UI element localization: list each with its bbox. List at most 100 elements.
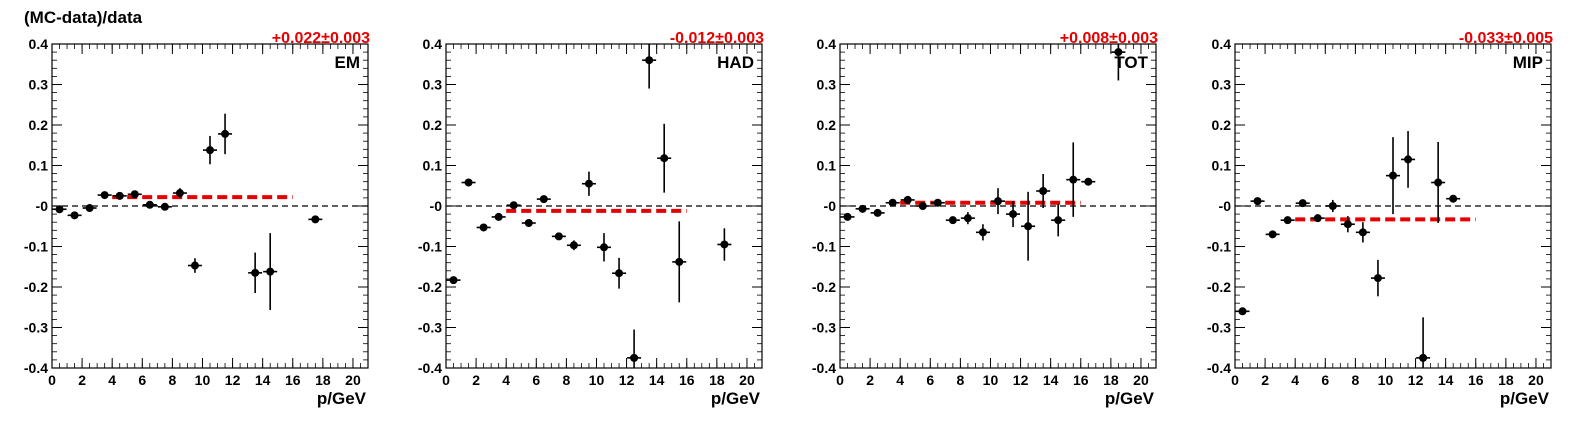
y-tick-label: -0.1 — [24, 239, 48, 255]
data-point — [175, 189, 184, 198]
panel-label: HAD — [717, 53, 754, 72]
x-tick-label: 10 — [1378, 372, 1394, 388]
y-tick-label: 0.3 — [29, 77, 49, 93]
y-tick-label: 0.2 — [29, 117, 49, 133]
y-tick-label: 0.4 — [423, 36, 443, 52]
data-point — [843, 212, 852, 221]
data-point — [1238, 307, 1247, 316]
y-tick-label: 0.2 — [817, 117, 837, 133]
data-point — [600, 243, 608, 252]
x-tick-label: 20 — [739, 372, 755, 388]
y-tick-label: 0.2 — [423, 117, 443, 133]
data-point — [918, 202, 927, 210]
data-point — [720, 240, 729, 249]
data-point — [1024, 222, 1033, 231]
data-point — [449, 276, 458, 285]
x-tick-label: 8 — [956, 372, 964, 388]
panel-tot: -0.4 -0.3 -0.2 -0.1 -0 0.1 0.2 0.3 0.4 0 2 4 6 8 10 12 1… — [812, 30, 1158, 408]
data-point — [266, 267, 275, 276]
panel-label: EM — [335, 53, 361, 72]
data-point — [978, 228, 987, 237]
x-tick-label: 0 — [48, 372, 56, 388]
y-tick-label: 0.1 — [1212, 158, 1232, 174]
data-point — [1253, 197, 1262, 206]
y-tick-label: -0 — [36, 198, 49, 214]
x-tick-label: 16 — [1073, 372, 1089, 388]
data-point — [539, 195, 548, 204]
fit-value: -0.033±0.005 — [1459, 30, 1553, 47]
data-point — [963, 214, 972, 223]
x-axis-title: p/GeV — [317, 389, 367, 408]
data-point — [70, 211, 79, 220]
y-tick-label: -0.3 — [812, 320, 836, 336]
plot-frame — [445, 43, 763, 369]
x-tick-label: 2 — [866, 372, 874, 388]
x-tick-label: 20 — [345, 372, 361, 388]
x-tick-label: 6 — [532, 372, 540, 388]
x-tick-label: 10 — [195, 372, 211, 388]
data-point — [645, 56, 654, 65]
panel-had: -0.4 -0.3 -0.2 -0.1 -0 0.1 0.2 0.3 0.4 0 2 4 6 8 10 12 1… — [418, 30, 764, 408]
y-tick-label: 0.4 — [817, 36, 837, 52]
data-point — [675, 257, 684, 266]
data-point — [933, 198, 942, 207]
data-point — [1283, 216, 1292, 225]
data-point — [1358, 228, 1367, 237]
x-tick-label: 16 — [1468, 372, 1484, 388]
y-tick-label: -0.2 — [1207, 279, 1231, 295]
x-tick-label: 20 — [1528, 372, 1544, 388]
y-tick-label: -0.2 — [24, 279, 48, 295]
data-point — [190, 261, 199, 270]
data-point — [1373, 274, 1382, 283]
y-tick-label: -0.3 — [24, 320, 48, 336]
x-tick-label: 10 — [589, 372, 605, 388]
data-point — [1298, 199, 1307, 208]
x-tick-label: 14 — [1043, 372, 1059, 388]
data-point — [1343, 220, 1352, 229]
data-point — [100, 191, 109, 200]
x-tick-label: 10 — [983, 372, 999, 388]
x-axis-title: p/GeV — [711, 389, 761, 408]
data-point — [569, 241, 578, 250]
x-tick-label: 0 — [1231, 372, 1239, 388]
x-tick-label: 6 — [926, 372, 934, 388]
y-tick-label: -0.3 — [1207, 320, 1231, 336]
x-tick-label: 12 — [619, 372, 635, 388]
data-point — [888, 198, 897, 207]
x-tick-label: 4 — [896, 372, 904, 388]
x-tick-label: 18 — [1498, 372, 1514, 388]
x-tick-label: 8 — [1351, 372, 1359, 388]
data-point — [1389, 171, 1397, 180]
data-point — [115, 191, 124, 200]
y-tick-label: -0 — [1219, 198, 1232, 214]
data-point — [524, 219, 533, 228]
data-point — [311, 215, 320, 224]
x-tick-label: 12 — [1408, 372, 1424, 388]
data-point — [1054, 216, 1063, 225]
x-tick-label: 14 — [1438, 372, 1454, 388]
x-tick-label: 6 — [1321, 372, 1329, 388]
data-point — [1328, 202, 1337, 210]
data-point — [1449, 194, 1458, 203]
data-point — [584, 179, 593, 188]
x-tick-label: 2 — [1261, 372, 1269, 388]
x-tick-label: 14 — [255, 372, 271, 388]
data-point — [1114, 48, 1123, 57]
x-tick-label: 8 — [562, 372, 570, 388]
x-tick-label: 16 — [679, 372, 695, 388]
y-tick-label: 0.4 — [29, 36, 49, 52]
x-tick-label: 0 — [836, 372, 844, 388]
panel-mip: -0.4 -0.3 -0.2 -0.1 -0 0.1 0.2 0.3 0.4 0 2 4 6 8 10 12 1… — [1207, 30, 1553, 408]
y-tick-label: 0.3 — [817, 77, 837, 93]
y-tick-label: -0.4 — [1207, 360, 1231, 376]
y-tick-label: -0.4 — [812, 360, 836, 376]
data-point — [85, 204, 94, 213]
data-point — [160, 202, 169, 211]
data-point — [615, 269, 624, 278]
data-point — [1404, 155, 1413, 164]
x-tick-label: 2 — [78, 372, 86, 388]
y-tick-label: -0.2 — [812, 279, 836, 295]
data-point — [1084, 177, 1093, 186]
